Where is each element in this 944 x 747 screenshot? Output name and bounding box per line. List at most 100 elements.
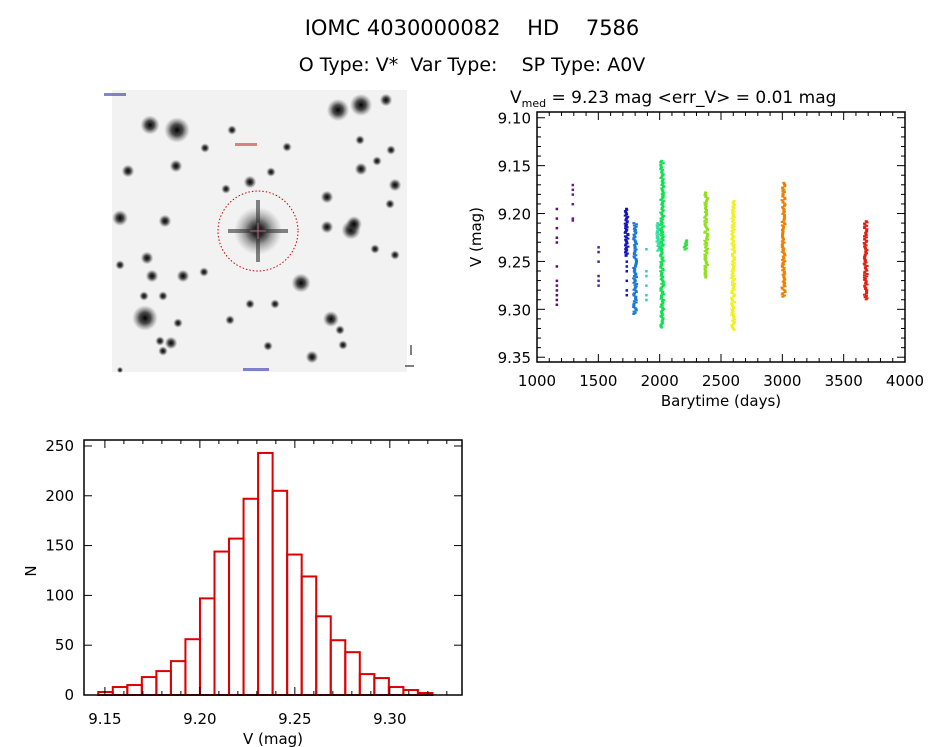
data-point — [732, 203, 736, 206]
data-point — [624, 250, 628, 253]
star — [370, 244, 380, 254]
data-point — [783, 184, 787, 187]
data-point — [661, 210, 665, 213]
y-tick-label: 50 — [55, 636, 74, 654]
data-point — [731, 259, 735, 262]
star — [346, 216, 362, 232]
data-point — [634, 248, 638, 251]
data-point — [625, 242, 629, 245]
data-point — [661, 179, 665, 182]
data-point — [731, 274, 735, 277]
star — [388, 178, 402, 192]
data-point — [624, 238, 628, 241]
data-point — [863, 246, 867, 249]
data-point — [659, 288, 663, 291]
x-axis-label: Barytime (days) — [661, 392, 781, 410]
data-point — [660, 320, 664, 323]
data-point — [661, 285, 665, 288]
data-point — [863, 237, 867, 240]
data-point — [555, 226, 559, 230]
data-point — [661, 280, 665, 283]
data-point — [705, 221, 709, 224]
data-point — [703, 269, 707, 272]
data-point — [781, 192, 785, 195]
data-point — [782, 256, 786, 259]
data-point — [864, 240, 868, 243]
data-point — [703, 193, 707, 196]
star — [227, 125, 237, 135]
data-point — [783, 185, 787, 188]
data-point — [660, 251, 664, 254]
data-point — [659, 294, 663, 297]
data-point — [732, 317, 736, 320]
data-point — [704, 261, 708, 264]
data-point — [782, 219, 786, 222]
data-point — [732, 323, 736, 326]
data-point — [783, 278, 787, 281]
data-point — [703, 253, 707, 256]
data-point — [661, 196, 665, 199]
data-point — [633, 287, 637, 290]
data-point — [656, 239, 660, 242]
data-point — [655, 240, 659, 243]
data-point — [703, 222, 707, 225]
data-point — [865, 229, 869, 232]
data-point — [633, 265, 637, 268]
data-point — [659, 227, 663, 230]
data-point — [703, 267, 707, 270]
data-point — [781, 201, 785, 204]
data-point — [623, 235, 627, 238]
star — [199, 267, 209, 277]
data-point — [732, 294, 736, 297]
data-point — [703, 201, 707, 204]
data-point — [660, 312, 664, 315]
data-point — [704, 266, 708, 269]
data-point — [625, 289, 629, 292]
histogram-bar — [242, 497, 260, 696]
y-tick-label: 250 — [45, 437, 74, 455]
data-point — [705, 252, 709, 255]
data-point — [703, 250, 707, 253]
data-point — [659, 270, 663, 273]
data-point — [661, 218, 665, 221]
data-point — [781, 255, 785, 258]
data-point — [704, 246, 708, 249]
data-point — [624, 224, 628, 227]
data-point — [657, 233, 661, 236]
data-point — [731, 261, 735, 263]
data-point — [781, 273, 785, 276]
data-point — [660, 223, 664, 226]
data-point — [703, 255, 707, 258]
data-point — [659, 274, 663, 277]
data-point — [661, 205, 665, 208]
data-point — [659, 255, 663, 258]
data-point — [704, 209, 708, 212]
data-point — [783, 223, 787, 226]
data-point — [659, 240, 663, 243]
data-point — [863, 288, 867, 291]
data-point — [597, 250, 600, 254]
data-point — [704, 240, 708, 243]
data-point — [659, 278, 663, 281]
data-point — [731, 240, 735, 243]
data-point — [730, 297, 734, 300]
data-point — [625, 208, 629, 211]
data-point — [731, 255, 735, 258]
data-point — [555, 284, 559, 287]
data-point — [733, 249, 737, 252]
data-point — [660, 201, 664, 204]
data-point — [632, 270, 636, 273]
data-point — [624, 239, 628, 242]
data-point — [634, 273, 638, 276]
star — [158, 346, 168, 356]
data-point — [626, 215, 630, 218]
star — [386, 145, 396, 155]
data-point — [660, 248, 664, 251]
data-point — [660, 271, 664, 274]
data-point — [865, 230, 869, 233]
data-point — [781, 232, 785, 235]
data-point — [781, 234, 785, 237]
plot-frame — [536, 111, 906, 363]
data-point — [732, 210, 736, 213]
data-point — [632, 312, 636, 315]
